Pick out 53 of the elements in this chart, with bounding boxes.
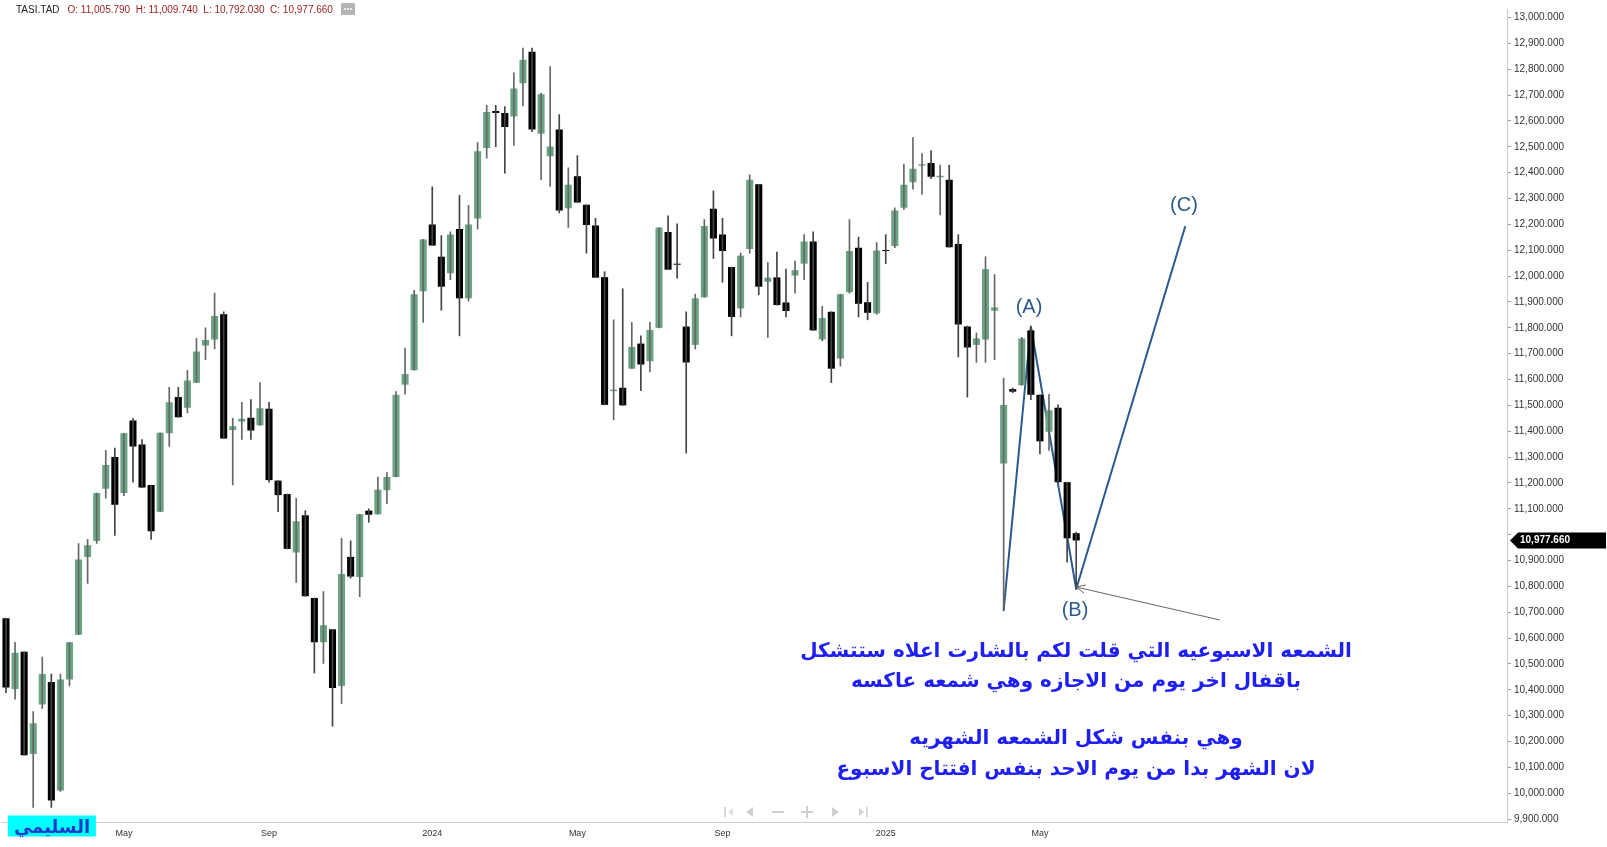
x-tick-label: May	[568, 828, 587, 839]
y-tick-label: 12,500.000	[1514, 140, 1565, 152]
y-tick-label: 11,700.000	[1514, 347, 1564, 359]
y-tick-label: 12,800.000	[1514, 63, 1565, 74]
candlestick	[782, 268, 790, 318]
annotation: باقفال اخر يوم من الاجازه وهي شمعه عاكسه	[850, 668, 1302, 692]
x-tick-label: Sep	[714, 828, 731, 839]
y-tick-label: 12,700.000	[1514, 88, 1565, 100]
x-tick-label: 2025	[875, 828, 896, 839]
annotation: السليمي	[7, 815, 97, 837]
y-tick-label: 12,100.000	[1514, 244, 1565, 255]
x-tick-label: May	[1031, 828, 1049, 839]
y-tick-label: 11,200.000	[1514, 476, 1564, 488]
y-tick-label: 11,400.000	[1514, 424, 1564, 436]
y-tick-label: 13,000.000	[1514, 11, 1565, 23]
y-tick-label: 10,300.000	[1514, 709, 1565, 721]
annotation: وهي بنفس شكل الشمعه الشهريه	[909, 725, 1243, 749]
y-tick-label: 12,200.000	[1514, 218, 1565, 230]
y-tick-label: 10,600.000	[1514, 631, 1565, 643]
x-tick-label: 2024	[422, 828, 443, 839]
annotation: (A)	[1015, 294, 1043, 318]
y-tick-label: 11,600.000	[1514, 373, 1564, 385]
x-tick-label: Sep	[261, 828, 278, 839]
x-tick-label: May	[115, 828, 133, 839]
chart-title: TASI.TAD	[16, 3, 60, 15]
annotation: لان الشهر بدا من يوم الاحد بنفس افتتاح الاسبوع	[836, 756, 1316, 780]
y-tick-label: 9,900.000	[1514, 812, 1559, 824]
y-tick-label: 11,500.000	[1514, 399, 1564, 411]
annotation: (C)	[1170, 192, 1198, 216]
y-tick-label: 10,900.000	[1514, 554, 1565, 566]
y-tick-label: 10,400.000	[1514, 683, 1565, 695]
y-tick-label: 11,300.000	[1514, 450, 1564, 462]
y-tick-label: 11,900.000	[1514, 295, 1564, 307]
y-tick-label: 12,900.000	[1514, 37, 1565, 49]
y-tick-label: 12,600.000	[1514, 114, 1565, 126]
y-tick-label: 11,800.000	[1514, 321, 1564, 333]
y-tick-label: 12,300.000	[1514, 192, 1565, 204]
chart-subtitle: O: 11,005.790 H: 11,009.740 L: 10,792.030 C: 10,977.660	[67, 3, 333, 15]
y-tick-label: 10,000.000	[1514, 786, 1565, 798]
text: 10,977.660	[1520, 534, 1571, 546]
candlestick	[918, 153, 926, 195]
y-tick-label: 10,200.000	[1514, 735, 1565, 747]
y-tick-label: 10,500.000	[1514, 657, 1565, 669]
candlestick	[20, 651, 28, 756]
annotation: (B)	[1061, 597, 1089, 621]
y-tick-label: 12,000.000	[1514, 269, 1565, 281]
y-tick-label: 10,800.000	[1514, 580, 1565, 592]
y-tick-label: 10,100.000	[1514, 761, 1565, 773]
candlestick	[156, 432, 164, 512]
annotation: الشمعه الاسبوعيه التي قلت لكم بالشارت اعلاه ستتشكل	[800, 638, 1352, 662]
y-tick-label: 12,400.000	[1514, 166, 1565, 178]
y-tick-label: 10,700.000	[1514, 605, 1565, 617]
y-tick-label: 11,100.000	[1514, 502, 1564, 514]
